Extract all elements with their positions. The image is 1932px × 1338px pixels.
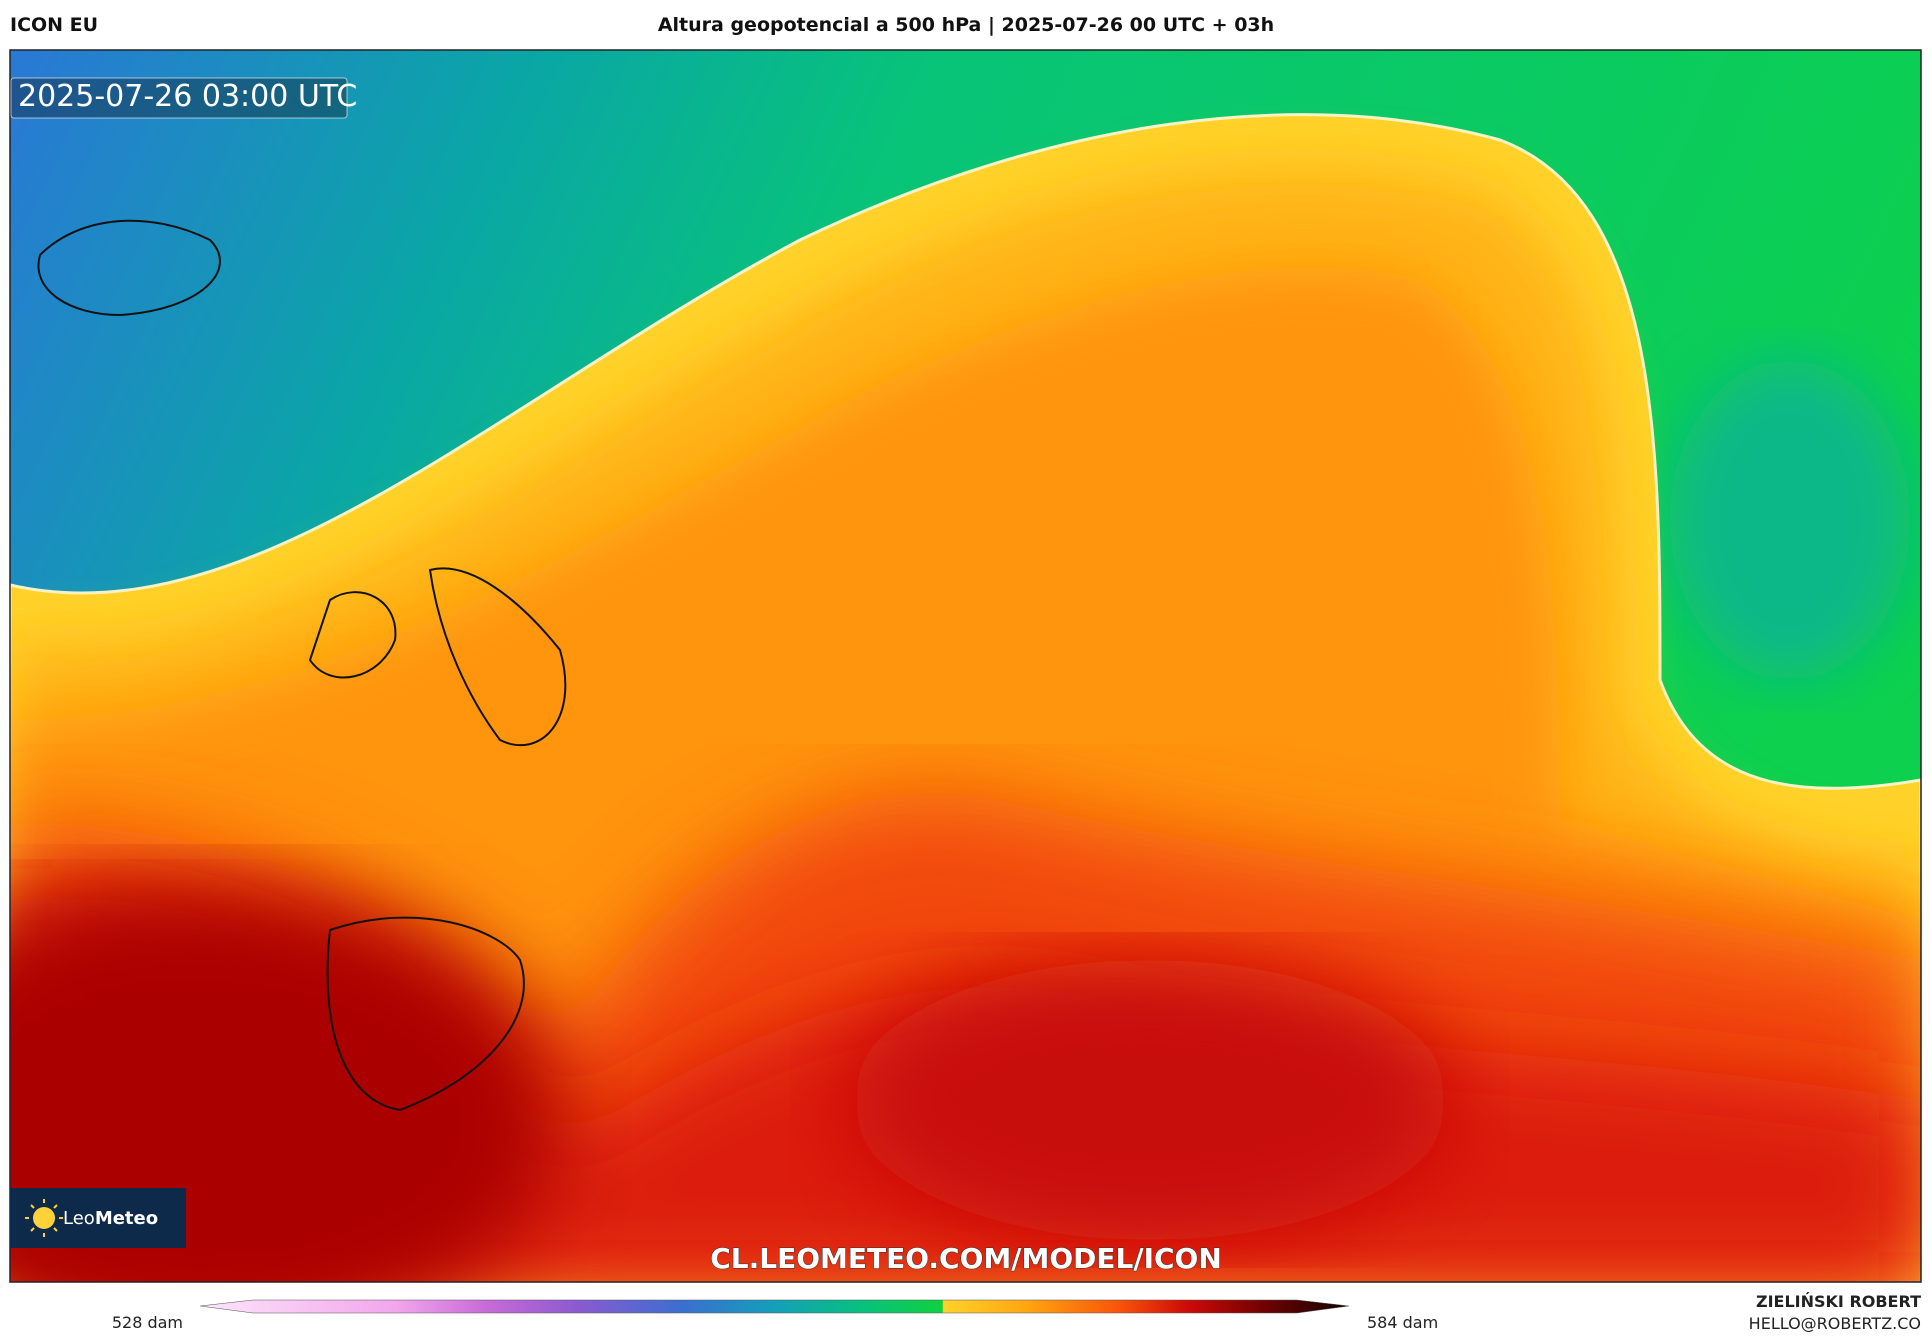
author: ZIELIŃSKI ROBERT: [1756, 1292, 1921, 1311]
colorbar-min-label: 528 dam: [112, 1313, 183, 1332]
model-name: ICON EU: [10, 14, 98, 36]
colorbar-max-label: 584 dam: [1367, 1313, 1438, 1332]
logo-prefix: Leo: [63, 1208, 95, 1229]
colorbar: [199, 1299, 1350, 1314]
watermark: CL.LEOMETEO.COM/MODEL/ICON: [710, 1242, 1222, 1275]
map-title: Altura geopotencial a 500 hPa | 2025-07-…: [658, 14, 1274, 36]
map: [10, 50, 1921, 1282]
logo-brand: Meteo: [95, 1208, 158, 1229]
email: HELLO@ROBERTZ.CO: [1749, 1314, 1921, 1333]
valid-time: 2025-07-26 03:00 UTC: [18, 79, 357, 114]
svg-text:LeoMeteo: LeoMeteo: [63, 1208, 158, 1229]
